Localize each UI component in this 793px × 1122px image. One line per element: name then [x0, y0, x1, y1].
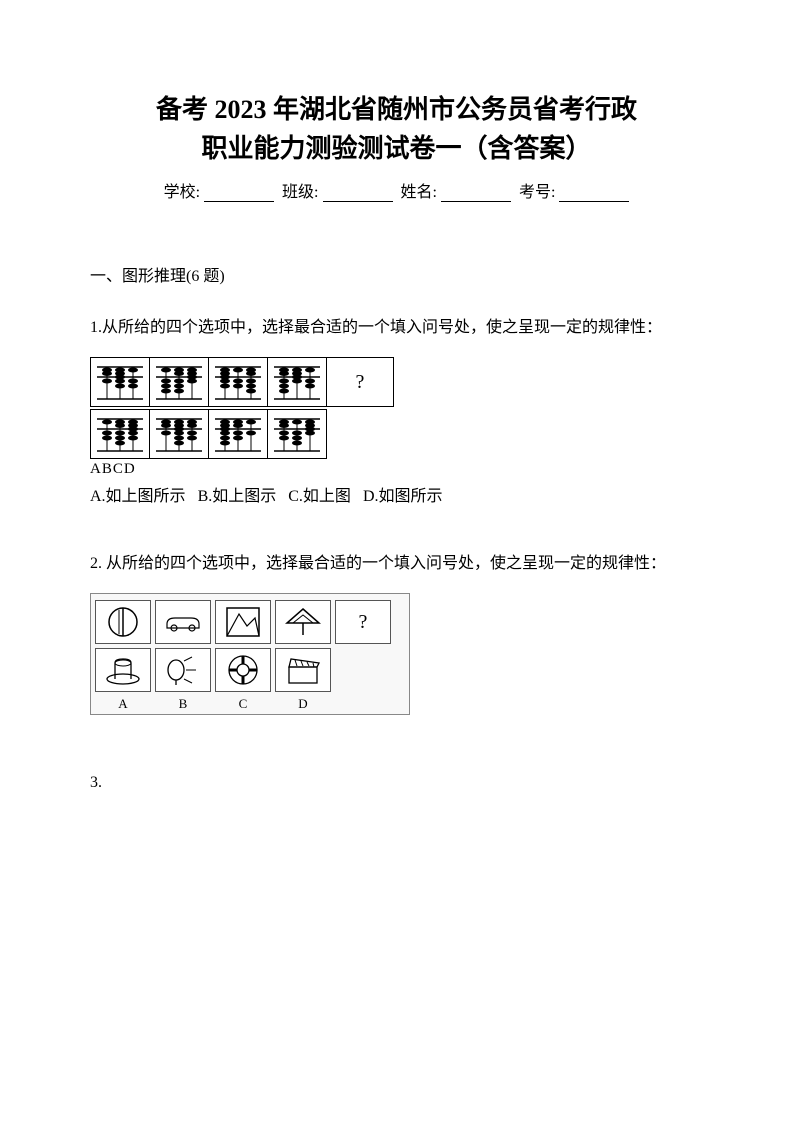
abacus-icon [154, 361, 204, 403]
q1-option-c: C.如上图 [288, 488, 351, 505]
title-line-1: 备考 2023 年湖北省随州市公务员省考行政 [90, 90, 703, 129]
abacus-icon [213, 413, 263, 455]
q1-seq-qmark: ? [326, 357, 394, 407]
q1-opt-2 [149, 409, 209, 459]
q2-opt-c [215, 648, 271, 692]
q2-seq-3 [215, 600, 271, 644]
q2-figure: ? [90, 593, 410, 715]
q1-seq-3 [208, 357, 268, 407]
question-3-text: 3. [90, 765, 703, 800]
house-icon [283, 605, 323, 639]
abacus-icon [272, 361, 322, 403]
question-2-text: 2. 从所给的四个选项中，选择最合适的一个填入问号处，使之呈现一定的规律性： [90, 546, 703, 581]
q1-figure-sequence: ? [90, 357, 703, 459]
q1-option-a: A.如上图所示 [90, 488, 186, 505]
q2-opt-a [95, 648, 151, 692]
q1-option-d: D.如图所示 [363, 488, 443, 505]
q2-option-labels: A B C D [95, 696, 405, 712]
hat-icon [103, 653, 143, 687]
q1-opt-4 [267, 409, 327, 459]
q1-opt-1 [90, 409, 150, 459]
section-1-header: 一、图形推理(6 题) [90, 262, 703, 286]
school-blank[interactable] [204, 184, 274, 202]
abacus-icon [154, 413, 204, 455]
student-info-line: 学校: 班级: 姓名: 考号: [90, 178, 703, 202]
title-line-2: 职业能力测验测试卷一（含答案） [90, 129, 703, 168]
q1-option-b: B.如上图示 [198, 488, 277, 505]
q2-seq-2 [155, 600, 211, 644]
school-label: 学校: [164, 184, 200, 201]
lamp-icon [162, 653, 204, 687]
q2-label-c: C [215, 696, 271, 712]
question-1-text: 1.从所给的四个选项中，选择最合适的一个填入问号处，使之呈现一定的规律性： [90, 310, 703, 345]
q2-opt-d [275, 648, 331, 692]
q2-options-row [95, 648, 405, 692]
q2-seq-4 [275, 600, 331, 644]
name-label: 姓名: [401, 184, 437, 201]
q2-seq-1 [95, 600, 151, 644]
q1-opt-3 [208, 409, 268, 459]
q1-seq-4 [267, 357, 327, 407]
abacus-icon [95, 361, 145, 403]
circle-line-icon [105, 604, 141, 640]
abacus-icon [213, 361, 263, 403]
id-label: 考号: [519, 184, 555, 201]
q2-label-a: A [95, 696, 151, 712]
q2-opt-b [155, 648, 211, 692]
class-label: 班级: [282, 184, 318, 201]
mountain-frame-icon [223, 604, 263, 640]
exam-title: 备考 2023 年湖北省随州市公务员省考行政 职业能力测验测试卷一（含答案） [90, 90, 703, 168]
q2-seq-qmark: ? [335, 600, 391, 644]
q1-abcd-label: ABCD [90, 461, 703, 478]
q2-label-d: D [275, 696, 331, 712]
class-blank[interactable] [323, 184, 393, 202]
q1-seq-1 [90, 357, 150, 407]
q1-seq-2 [149, 357, 209, 407]
id-blank[interactable] [559, 184, 629, 202]
q2-sequence-row: ? [95, 600, 405, 644]
name-blank[interactable] [441, 184, 511, 202]
lifebuoy-icon [224, 651, 262, 689]
abacus-icon [95, 413, 145, 455]
q2-label-b: B [155, 696, 211, 712]
q1-options: A.如上图所示 B.如上图示 C.如上图 D.如图所示 [90, 482, 703, 506]
clapperboard-icon [283, 653, 323, 687]
car-icon [161, 608, 205, 636]
abacus-icon [272, 413, 322, 455]
